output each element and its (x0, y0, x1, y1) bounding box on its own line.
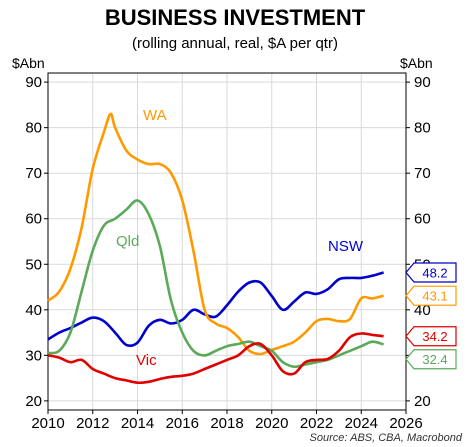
y-tick-label-left: 30 (25, 347, 42, 364)
y-tick-label-right: 40 (414, 302, 431, 319)
series-label-wa: WA (143, 107, 167, 124)
end-label-qld: 32.4 (422, 352, 447, 367)
y-tick-label-right: 20 (414, 393, 431, 410)
series-line-vic (47, 332, 384, 385)
x-tick-label: 2026 (389, 415, 422, 432)
y-tick-label-left: 80 (25, 120, 42, 137)
y-tick-label-right: 90 (414, 74, 431, 91)
series-line-nsw (47, 271, 384, 348)
y-tick-label-right: 70 (414, 165, 431, 182)
y-tick-label-left: 50 (25, 256, 42, 273)
axis-ticks: 2020303040405050606070708080909020102012… (25, 74, 430, 432)
source-note: Source: ABS, CBA, Macrobond (310, 432, 463, 444)
x-tick-label: 2010 (31, 415, 64, 432)
y-tick-label-left: 40 (25, 302, 42, 319)
y-tick-label-left: 20 (25, 393, 42, 410)
y-tick-label-left: 60 (25, 211, 42, 228)
end-label-box-wa (405, 285, 457, 306)
y-tick-label-left: 90 (25, 74, 42, 91)
x-tick-label: 2016 (166, 415, 199, 432)
chart-subtitle: (rolling annual, real, $A per qtr) (132, 35, 338, 52)
y-tick-label-right: 60 (414, 211, 431, 228)
end-label-wa: 43.1 (422, 289, 447, 304)
x-tick-label: 2018 (210, 415, 243, 432)
y-tick-label-right: 80 (414, 120, 431, 137)
left-axis-unit: $Abn (12, 55, 45, 71)
right-axis-unit: $Abn (400, 55, 433, 71)
end-label-box-qld (405, 349, 457, 370)
x-tick-label: 2020 (255, 415, 288, 432)
series-lines (47, 112, 384, 385)
series-label-qld: Qld (116, 233, 139, 250)
x-tick-label: 2024 (345, 415, 378, 432)
end-label-vic: 34.2 (422, 329, 447, 344)
x-tick-label: 2012 (76, 415, 109, 432)
chart-title: BUSINESS INVESTMENT (105, 5, 366, 30)
x-tick-label: 2022 (300, 415, 333, 432)
series-label-nsw: NSW (328, 238, 364, 255)
end-label-nsw: 48.2 (422, 265, 447, 280)
y-tick-label-left: 70 (25, 165, 42, 182)
x-tick-label: 2014 (121, 415, 154, 432)
end-label-box-nsw (405, 262, 457, 283)
end-label-box-vic (405, 326, 457, 347)
series-label-vic: Vic (136, 352, 157, 369)
series-line-wa (47, 112, 384, 356)
end-value-labels: 48.2 43.1 34.2 32.4 (405, 262, 457, 370)
